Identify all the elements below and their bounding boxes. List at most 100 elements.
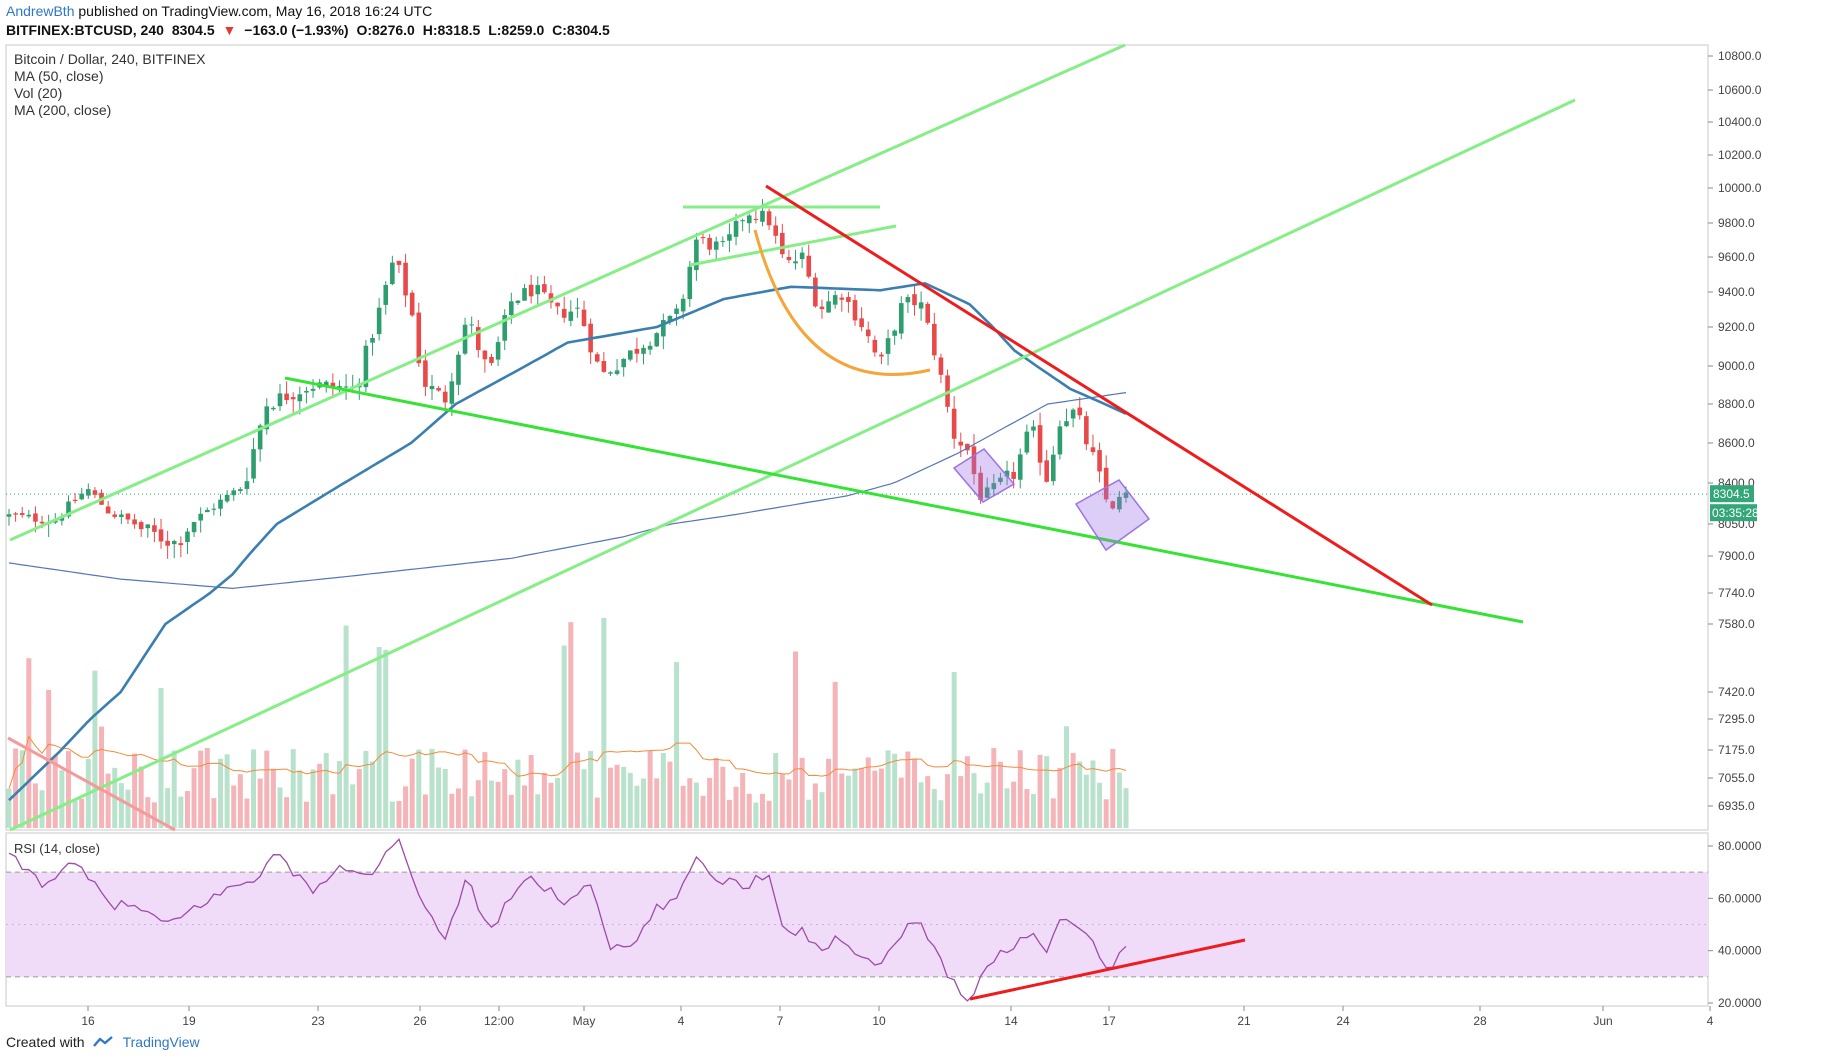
candle-body: [204, 509, 210, 513]
candle-body: [885, 338, 891, 354]
candle-body: [938, 357, 944, 375]
volume-bar: [422, 794, 428, 828]
volume-bar: [621, 766, 627, 828]
candle-body: [661, 319, 666, 337]
candle-body: [760, 210, 765, 222]
volume-bar: [905, 751, 911, 828]
rsi-tick-label: 80.0000: [1718, 839, 1762, 853]
candle-body: [264, 406, 270, 430]
candle-body: [1057, 426, 1063, 455]
candle-body: [26, 514, 32, 517]
candle-body: [852, 300, 858, 321]
chart-canvas[interactable]: 16 19 23 26 12:00 May 4 7 10 14 17 21 24 28 Jun 4 10800.…: [0, 0, 1824, 1030]
candle-body: [409, 292, 415, 316]
volume-bar: [462, 749, 468, 828]
candle-body: [290, 397, 296, 400]
candle-body: [918, 302, 924, 309]
volume-bar: [931, 788, 937, 828]
candle-body: [132, 519, 137, 525]
volume-bar: [389, 801, 395, 828]
time-tick-label: 17: [1102, 1014, 1116, 1028]
candle-body: [469, 324, 474, 326]
candle-body: [958, 441, 964, 446]
volume-bar: [297, 770, 303, 828]
legend-vol[interactable]: Vol (20): [14, 85, 63, 101]
volume-bar: [515, 759, 521, 828]
volume-bar: [654, 778, 660, 828]
volume-bar: [535, 794, 541, 828]
candle-body: [674, 308, 679, 314]
candle-body: [1103, 467, 1109, 500]
time-tick-label: Jun: [1593, 1014, 1612, 1028]
candle-body: [211, 508, 217, 510]
candle-body: [456, 354, 461, 385]
pattern-box-2: [1074, 479, 1151, 552]
volume-bar: [416, 749, 422, 828]
time-tick-label: 21: [1237, 1014, 1251, 1028]
candle-body: [865, 329, 871, 337]
time-tick-label: 19: [182, 1014, 196, 1028]
candle-body: [297, 394, 303, 402]
volume-bar: [264, 750, 270, 828]
candle-body: [713, 241, 719, 250]
candle-body: [284, 393, 289, 401]
candles: [6, 199, 1129, 559]
candle-body: [198, 513, 203, 521]
rsi-legend[interactable]: RSI (14, close): [14, 841, 100, 856]
candle-body: [813, 277, 818, 307]
legend-title[interactable]: Bitcoin / Dollar, 240, BITFINEX: [14, 51, 206, 67]
legend-ma200[interactable]: MA (200, close): [14, 102, 112, 118]
time-tick-label: May: [573, 1014, 596, 1028]
candle-body: [502, 315, 508, 341]
volume-bar: [363, 750, 369, 828]
price-tick-label: 7295.0: [1718, 712, 1755, 726]
candle-body: [105, 506, 111, 514]
price-tick-label: 6935.0: [1718, 799, 1755, 813]
candle-body: [654, 333, 660, 347]
candle-body: [680, 298, 686, 312]
time-tick-label: 28: [1473, 1014, 1487, 1028]
volume-bar: [1064, 726, 1070, 828]
volume-bar: [878, 768, 884, 828]
volume-bar: [561, 645, 567, 828]
volume-bar: [1103, 799, 1109, 828]
candle-body: [614, 370, 620, 374]
volume-bar: [475, 780, 481, 828]
volume-bar: [429, 749, 435, 828]
volume-bar: [277, 787, 283, 828]
volume-bar: [832, 681, 838, 828]
time-tick-label: 16: [81, 1014, 95, 1028]
candle-body: [647, 345, 653, 350]
candle-body: [687, 266, 693, 300]
tradingview-brand[interactable]: TradingView: [122, 1034, 200, 1050]
candle-body: [773, 225, 778, 236]
candle-body: [1084, 416, 1089, 445]
candle-body: [581, 309, 587, 327]
volume-bar: [1116, 772, 1122, 828]
volume-bar: [1030, 794, 1036, 828]
volume-bar: [733, 786, 739, 828]
volume-bar: [1083, 774, 1089, 828]
candle-body: [727, 234, 732, 241]
volume-bar: [330, 794, 336, 828]
volume-bar: [118, 783, 124, 828]
price-tick-label: 9200.0: [1718, 320, 1755, 334]
candle-body: [786, 256, 792, 261]
chart-legend: Bitcoin / Dollar, 240, BITFINEX MA (50, …: [14, 51, 205, 119]
volume-bar: [568, 622, 574, 828]
candle-body: [158, 529, 164, 542]
candle-body: [1024, 431, 1030, 453]
legend-ma50[interactable]: MA (50, close): [14, 68, 104, 84]
candle-body: [700, 237, 706, 239]
candle-body: [1017, 454, 1023, 480]
volume-bar: [812, 783, 818, 828]
author-link[interactable]: AndrewBth: [6, 3, 75, 19]
volume-bar: [594, 797, 600, 828]
candle-body: [608, 372, 613, 374]
volume-bar: [224, 754, 230, 828]
candle-body: [429, 385, 435, 390]
candle-body: [1070, 409, 1076, 419]
candle-body: [555, 302, 560, 307]
candle-body: [766, 211, 772, 226]
volume-bar: [859, 768, 865, 828]
